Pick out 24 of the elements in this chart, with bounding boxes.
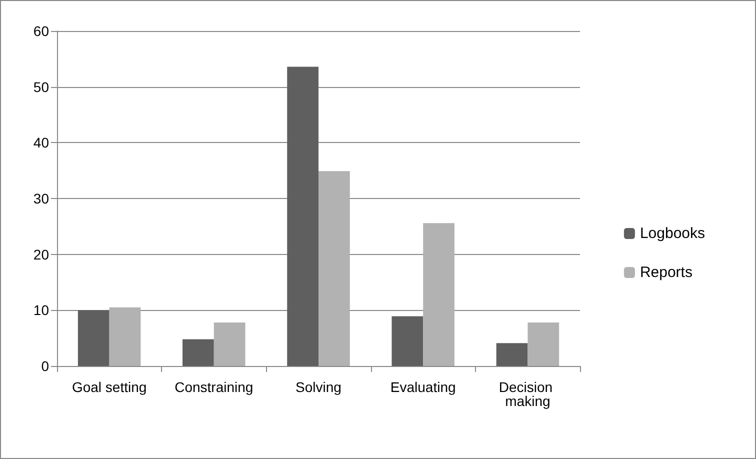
bar [318,171,350,366]
x-tick-label: Constraining [174,379,254,395]
bar [214,322,246,366]
bar [423,223,454,366]
y-tick-label: 20 [33,246,50,262]
x-tick-label: Solving [296,379,342,395]
bar [182,339,214,366]
y-tick-label: 10 [33,302,50,318]
y-tick-label: 60 [33,23,50,39]
x-tick-label: Evaluating [390,379,456,395]
legend-label: Logbooks [640,225,706,242]
y-tick-label: 30 [33,190,50,206]
bar [528,322,560,366]
x-tick-label: Goal setting [72,379,147,395]
y-tick-label: 40 [33,134,50,151]
y-tick-label: 0 [41,358,50,374]
bar [496,343,528,366]
y-tick-label: 50 [33,78,50,95]
bar [78,310,110,366]
bar [109,307,141,366]
bar [287,66,318,366]
bar [392,316,424,366]
x-tick-label: Decision making [498,379,556,409]
legend-label: Reports [640,264,692,281]
